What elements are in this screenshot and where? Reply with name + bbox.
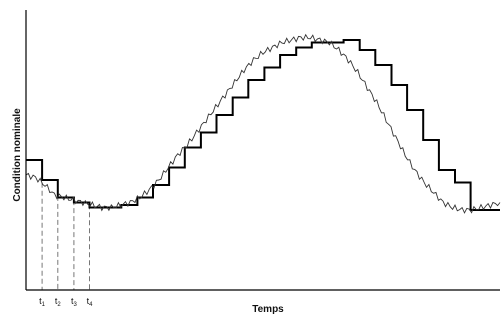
x-tick-label-4: t4: [87, 296, 94, 308]
continuous-series-line: [25, 33, 501, 214]
x-tick-label-2: t2: [55, 296, 62, 308]
series-layer: [25, 33, 501, 214]
step-series-line: [26, 39, 500, 211]
x-tick-label-3: t3: [71, 296, 78, 308]
x-axis-label: Temps: [252, 304, 284, 315]
tick-guide-lines: [41, 182, 90, 290]
y-axis-label: Condition nominale: [12, 108, 23, 202]
x-tick-labels: t1 t2 t3 t4: [39, 296, 93, 308]
x-tick-label-1: t1: [39, 296, 46, 308]
